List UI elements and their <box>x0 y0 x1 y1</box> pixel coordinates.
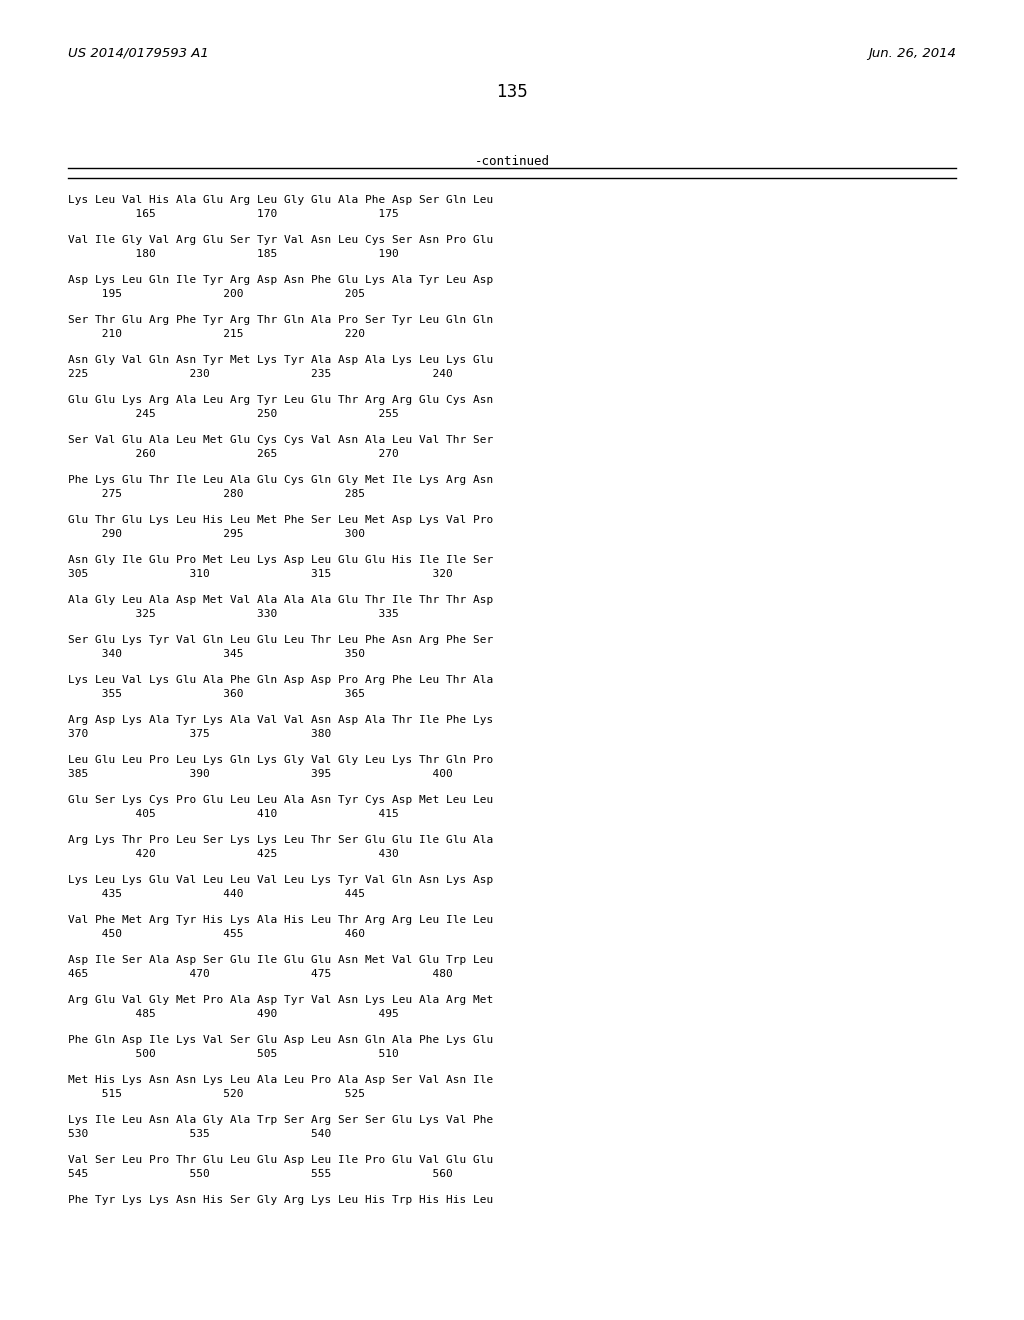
Text: Phe Gln Asp Ile Lys Val Ser Glu Asp Leu Asn Gln Ala Phe Lys Glu: Phe Gln Asp Ile Lys Val Ser Glu Asp Leu … <box>68 1035 494 1045</box>
Text: 305               310               315               320: 305 310 315 320 <box>68 569 453 579</box>
Text: Glu Ser Lys Cys Pro Glu Leu Leu Ala Asn Tyr Cys Asp Met Leu Leu: Glu Ser Lys Cys Pro Glu Leu Leu Ala Asn … <box>68 795 494 805</box>
Text: Arg Lys Thr Pro Leu Ser Lys Lys Leu Thr Ser Glu Glu Ile Glu Ala: Arg Lys Thr Pro Leu Ser Lys Lys Leu Thr … <box>68 836 494 845</box>
Text: 500               505               510: 500 505 510 <box>68 1049 398 1059</box>
Text: Phe Tyr Lys Lys Asn His Ser Gly Arg Lys Leu His Trp His His Leu: Phe Tyr Lys Lys Asn His Ser Gly Arg Lys … <box>68 1195 494 1205</box>
Text: 530               535               540: 530 535 540 <box>68 1129 331 1139</box>
Text: 485               490               495: 485 490 495 <box>68 1008 398 1019</box>
Text: -continued: -continued <box>474 154 550 168</box>
Text: Jun. 26, 2014: Jun. 26, 2014 <box>868 48 956 59</box>
Text: Lys Ile Leu Asn Ala Gly Ala Trp Ser Arg Ser Ser Glu Lys Val Phe: Lys Ile Leu Asn Ala Gly Ala Trp Ser Arg … <box>68 1115 494 1125</box>
Text: 290               295               300: 290 295 300 <box>68 529 365 539</box>
Text: Phe Lys Glu Thr Ile Leu Ala Glu Cys Gln Gly Met Ile Lys Arg Asn: Phe Lys Glu Thr Ile Leu Ala Glu Cys Gln … <box>68 475 494 484</box>
Text: Ser Val Glu Ala Leu Met Glu Cys Cys Val Asn Ala Leu Val Thr Ser: Ser Val Glu Ala Leu Met Glu Cys Cys Val … <box>68 436 494 445</box>
Text: 385               390               395               400: 385 390 395 400 <box>68 770 453 779</box>
Text: Lys Leu Val Lys Glu Ala Phe Gln Asp Asp Pro Arg Phe Leu Thr Ala: Lys Leu Val Lys Glu Ala Phe Gln Asp Asp … <box>68 675 494 685</box>
Text: 405               410               415: 405 410 415 <box>68 809 398 818</box>
Text: Met His Lys Asn Asn Lys Leu Ala Leu Pro Ala Asp Ser Val Asn Ile: Met His Lys Asn Asn Lys Leu Ala Leu Pro … <box>68 1074 494 1085</box>
Text: 340               345               350: 340 345 350 <box>68 649 365 659</box>
Text: Glu Glu Lys Arg Ala Leu Arg Tyr Leu Glu Thr Arg Arg Glu Cys Asn: Glu Glu Lys Arg Ala Leu Arg Tyr Leu Glu … <box>68 395 494 405</box>
Text: 325               330               335: 325 330 335 <box>68 609 398 619</box>
Text: 165               170               175: 165 170 175 <box>68 209 398 219</box>
Text: Asp Ile Ser Ala Asp Ser Glu Ile Glu Glu Asn Met Val Glu Trp Leu: Asp Ile Ser Ala Asp Ser Glu Ile Glu Glu … <box>68 954 494 965</box>
Text: Val Ile Gly Val Arg Glu Ser Tyr Val Asn Leu Cys Ser Asn Pro Glu: Val Ile Gly Val Arg Glu Ser Tyr Val Asn … <box>68 235 494 246</box>
Text: 515               520               525: 515 520 525 <box>68 1089 365 1100</box>
Text: 420               425               430: 420 425 430 <box>68 849 398 859</box>
Text: 465               470               475               480: 465 470 475 480 <box>68 969 453 979</box>
Text: 370               375               380: 370 375 380 <box>68 729 331 739</box>
Text: 135: 135 <box>496 83 528 102</box>
Text: Val Ser Leu Pro Thr Glu Leu Glu Asp Leu Ile Pro Glu Val Glu Glu: Val Ser Leu Pro Thr Glu Leu Glu Asp Leu … <box>68 1155 494 1166</box>
Text: Ser Thr Glu Arg Phe Tyr Arg Thr Gln Ala Pro Ser Tyr Leu Gln Gln: Ser Thr Glu Arg Phe Tyr Arg Thr Gln Ala … <box>68 315 494 325</box>
Text: 195               200               205: 195 200 205 <box>68 289 365 300</box>
Text: Lys Leu Lys Glu Val Leu Leu Val Leu Lys Tyr Val Gln Asn Lys Asp: Lys Leu Lys Glu Val Leu Leu Val Leu Lys … <box>68 875 494 884</box>
Text: Asp Lys Leu Gln Ile Tyr Arg Asp Asn Phe Glu Lys Ala Tyr Leu Asp: Asp Lys Leu Gln Ile Tyr Arg Asp Asn Phe … <box>68 275 494 285</box>
Text: Asn Gly Val Gln Asn Tyr Met Lys Tyr Ala Asp Ala Lys Leu Lys Glu: Asn Gly Val Gln Asn Tyr Met Lys Tyr Ala … <box>68 355 494 366</box>
Text: Ser Glu Lys Tyr Val Gln Leu Glu Leu Thr Leu Phe Asn Arg Phe Ser: Ser Glu Lys Tyr Val Gln Leu Glu Leu Thr … <box>68 635 494 645</box>
Text: Val Phe Met Arg Tyr His Lys Ala His Leu Thr Arg Arg Leu Ile Leu: Val Phe Met Arg Tyr His Lys Ala His Leu … <box>68 915 494 925</box>
Text: 245               250               255: 245 250 255 <box>68 409 398 418</box>
Text: Leu Glu Leu Pro Leu Lys Gln Lys Gly Val Gly Leu Lys Thr Gln Pro: Leu Glu Leu Pro Leu Lys Gln Lys Gly Val … <box>68 755 494 766</box>
Text: Glu Thr Glu Lys Leu His Leu Met Phe Ser Leu Met Asp Lys Val Pro: Glu Thr Glu Lys Leu His Leu Met Phe Ser … <box>68 515 494 525</box>
Text: 450               455               460: 450 455 460 <box>68 929 365 939</box>
Text: US 2014/0179593 A1: US 2014/0179593 A1 <box>68 48 209 59</box>
Text: 260               265               270: 260 265 270 <box>68 449 398 459</box>
Text: Ala Gly Leu Ala Asp Met Val Ala Ala Ala Glu Thr Ile Thr Thr Asp: Ala Gly Leu Ala Asp Met Val Ala Ala Ala … <box>68 595 494 605</box>
Text: 355               360               365: 355 360 365 <box>68 689 365 700</box>
Text: Arg Asp Lys Ala Tyr Lys Ala Val Val Asn Asp Ala Thr Ile Phe Lys: Arg Asp Lys Ala Tyr Lys Ala Val Val Asn … <box>68 715 494 725</box>
Text: 435               440               445: 435 440 445 <box>68 888 365 899</box>
Text: 545               550               555               560: 545 550 555 560 <box>68 1170 453 1179</box>
Text: 210               215               220: 210 215 220 <box>68 329 365 339</box>
Text: Lys Leu Val His Ala Glu Arg Leu Gly Glu Ala Phe Asp Ser Gln Leu: Lys Leu Val His Ala Glu Arg Leu Gly Glu … <box>68 195 494 205</box>
Text: Asn Gly Ile Glu Pro Met Leu Lys Asp Leu Glu Glu His Ile Ile Ser: Asn Gly Ile Glu Pro Met Leu Lys Asp Leu … <box>68 554 494 565</box>
Text: 225               230               235               240: 225 230 235 240 <box>68 370 453 379</box>
Text: Arg Glu Val Gly Met Pro Ala Asp Tyr Val Asn Lys Leu Ala Arg Met: Arg Glu Val Gly Met Pro Ala Asp Tyr Val … <box>68 995 494 1005</box>
Text: 275               280               285: 275 280 285 <box>68 488 365 499</box>
Text: 180               185               190: 180 185 190 <box>68 249 398 259</box>
